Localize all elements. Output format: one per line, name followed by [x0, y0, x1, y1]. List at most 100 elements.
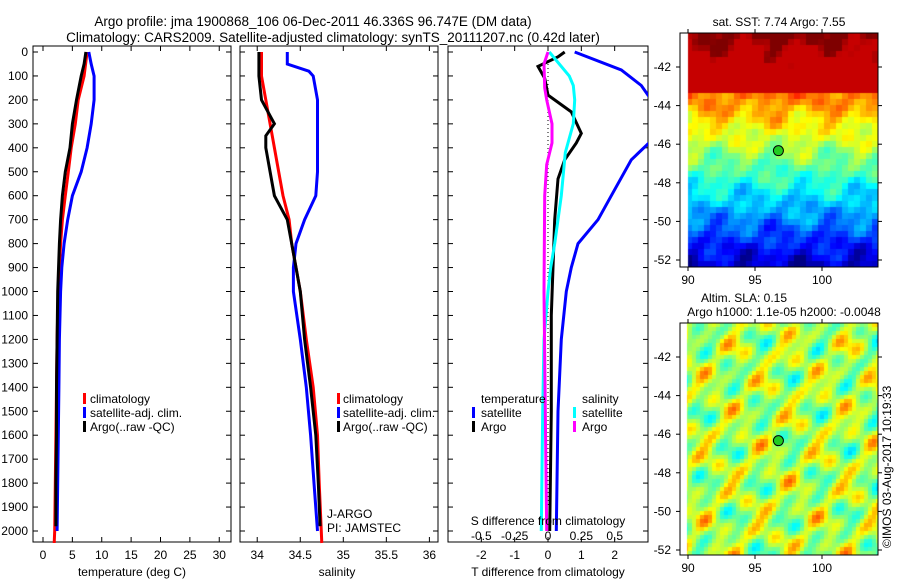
x-tick-label: -2 [476, 548, 487, 562]
salinity-legend: climatology satellite-adj. clim. Argo(..… [327, 392, 435, 535]
y-tick-label: 1400 [1, 380, 28, 394]
series-line-argo-raw-qc- [257, 52, 322, 527]
s-diff-tick-label: 0.25 [570, 529, 594, 543]
lon-tick-label: 95 [748, 561, 762, 575]
y-tick-label: 500 [8, 165, 28, 179]
s-diff-tick-label: 0.5 [606, 529, 623, 543]
y-tick-label: 2000 [1, 524, 28, 538]
argo-float-marker [772, 435, 784, 447]
annotation-pi: PI: JAMSTEC [327, 521, 401, 535]
y-tick-label: 100 [8, 69, 28, 83]
x-tick-label: 34.5 [289, 548, 313, 562]
lon-tick-label: 90 [681, 561, 695, 575]
legend-title-temperature: temperature [481, 392, 546, 406]
legend-swatch-argo [83, 421, 86, 432]
legend-label: satellite [582, 406, 623, 420]
s-diff-tick-label: -0.5 [471, 529, 492, 543]
argo-float-marker [772, 145, 784, 157]
sla-map-frame [679, 322, 879, 556]
series-line-argo-raw-qc- [54, 51, 88, 527]
legend-label: Argo [582, 420, 608, 434]
lat-tick-label: -46 [654, 137, 672, 151]
title-line-1: Argo profile: jma 1900868_106 06-Dec-201… [94, 14, 531, 29]
lon-tick-label: 95 [748, 273, 762, 287]
lat-tick-label: -52 [654, 253, 672, 267]
legend-swatch-climatology [83, 393, 86, 404]
legend-swatch-t-satellite [472, 407, 475, 418]
legend-swatch-s-satellite [573, 407, 576, 418]
x-tick-label: -1 [509, 548, 520, 562]
lat-tick-label: -50 [654, 214, 672, 228]
x-tick-label: 20 [154, 548, 168, 562]
x-tick-label: 2 [611, 548, 618, 562]
legend-label: Argo [481, 420, 507, 434]
y-tick-label: 700 [8, 213, 28, 227]
sst-map-title: sat. SST: 7.74 Argo: 7.55 [713, 15, 846, 29]
lat-tick-label: -46 [654, 427, 672, 441]
series-line-satellite-adj-clim- [55, 51, 96, 532]
x-tick-label: 35.5 [375, 548, 399, 562]
y-tick-label: 600 [8, 189, 28, 203]
sla-map-title-1: Altim. SLA: 0.15 [701, 291, 787, 305]
sla-map-title-2: Argo h1000: 1.1e-05 h2000: -0.0048 [687, 305, 881, 319]
series-line-temperature-satellite [554, 50, 648, 532]
x-tick-label: 36 [423, 548, 437, 562]
lat-tick-label: -44 [654, 389, 672, 403]
y-tick-label: 1800 [1, 476, 28, 490]
legend-label: climatology [343, 392, 403, 406]
legend-label: Argo(..raw -QC) [343, 420, 428, 434]
lat-tick-label: -50 [654, 504, 672, 518]
lon-tick-label: 90 [681, 273, 695, 287]
legend-label: satellite-adj. clim. [90, 406, 182, 420]
salinity-plot-frame [239, 45, 439, 543]
y-tick-label: 1100 [2, 308, 28, 322]
legend-title-salinity: salinity [582, 392, 619, 406]
legend-swatch-satellite [83, 407, 86, 418]
y-tick-label: 1500 [1, 404, 28, 418]
lat-tick-label: -42 [654, 60, 672, 74]
lon-tick-label: 100 [812, 561, 832, 575]
x-tick-label: 10 [95, 548, 109, 562]
y-tick-label: 0 [21, 45, 28, 59]
difference-legend: temperature salinity satellite Argo sate… [472, 392, 623, 434]
title-line-2: Climatology: CARS2009. Satellite-adjuste… [66, 30, 600, 45]
series-line-salinity-argo [542, 51, 554, 532]
s-diff-tick-label: -0.25 [501, 529, 529, 543]
y-tick-label: 1900 [1, 500, 28, 514]
x-tick-label: 0 [40, 548, 47, 562]
x-tick-label: 25 [183, 548, 197, 562]
lon-tick-label: 100 [812, 273, 832, 287]
x-tick-label: 35 [337, 548, 351, 562]
lat-tick-label: -48 [654, 466, 672, 480]
legend-label: climatology [90, 392, 150, 406]
lat-tick-label: -52 [654, 543, 672, 557]
lat-tick-label: -48 [654, 176, 672, 190]
x-tick-label: 30 [213, 548, 227, 562]
x-tick-label: 0 [545, 548, 552, 562]
y-tick-label: 300 [8, 117, 28, 131]
legend-swatch-s-argo [573, 421, 576, 432]
s-diff-tick-label: 0 [545, 529, 552, 543]
legend-label: Argo(..raw -QC) [90, 420, 175, 434]
legend-label: satellite-adj. clim. [343, 406, 435, 420]
x-tick-label: 1 [578, 548, 585, 562]
temperature-plot-frame [32, 45, 232, 543]
salinity-xlabel: salinity [319, 565, 356, 579]
y-tick-label: 1300 [1, 356, 28, 370]
temperature-xlabel: temperature (deg C) [78, 565, 186, 579]
y-tick-label: 200 [8, 93, 28, 107]
y-tick-label: 400 [8, 141, 28, 155]
legend-swatch-climatology [337, 393, 340, 404]
series-line-temperature-argo [535, 50, 583, 532]
x-tick-label: 5 [69, 548, 76, 562]
y-tick-label: 800 [8, 237, 28, 251]
credit-text: ©IMOS 03-Aug-2017 10:19:33 [880, 385, 894, 548]
legend-swatch-satellite [337, 407, 340, 418]
x-tick-label: 34 [251, 548, 265, 562]
temperature-legend: climatology satellite-adj. clim. Argo(..… [83, 392, 182, 434]
legend-label: satellite [481, 406, 522, 420]
t-diff-xlabel: T difference from climatology [471, 565, 625, 579]
series-line-satellite-adj-clim- [285, 52, 319, 532]
y-tick-label: 900 [8, 261, 28, 275]
